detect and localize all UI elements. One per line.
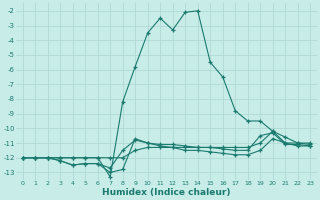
X-axis label: Humidex (Indice chaleur): Humidex (Indice chaleur)	[102, 188, 231, 197]
